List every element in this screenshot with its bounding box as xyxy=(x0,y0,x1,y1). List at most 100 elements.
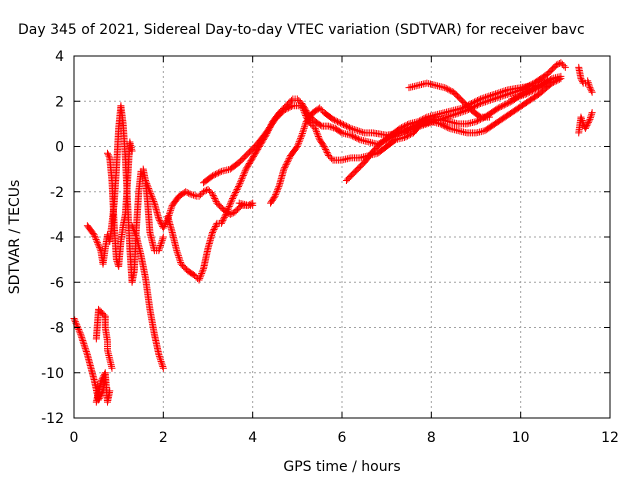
data-point xyxy=(584,118,592,126)
data-point xyxy=(423,120,431,128)
data-point xyxy=(505,99,513,107)
data-point xyxy=(326,123,334,131)
series-track-12 xyxy=(405,79,493,121)
data-point xyxy=(301,123,309,131)
data-point xyxy=(433,116,441,124)
data-point xyxy=(209,227,217,235)
data-point xyxy=(197,271,205,279)
data-point xyxy=(225,202,233,210)
data-point xyxy=(223,209,231,217)
data-point xyxy=(551,78,559,86)
data-point xyxy=(342,122,350,130)
y-axis-label: SDTVAR / TECUs xyxy=(7,180,23,295)
data-point xyxy=(90,231,98,239)
data-point xyxy=(235,181,243,189)
data-point xyxy=(77,332,85,340)
data-point xyxy=(485,113,493,121)
data-point xyxy=(577,75,585,83)
data-point xyxy=(440,114,448,122)
data-point xyxy=(493,89,501,97)
data-point xyxy=(483,93,491,101)
data-point xyxy=(199,266,207,274)
data-point xyxy=(176,257,184,265)
data-point xyxy=(210,225,218,233)
data-point xyxy=(286,103,294,111)
data-point xyxy=(167,206,175,214)
data-point xyxy=(398,124,406,132)
data-point xyxy=(209,192,217,200)
data-point xyxy=(444,124,452,132)
data-point xyxy=(406,126,414,134)
x-tick-label: 8 xyxy=(427,430,436,446)
data-point xyxy=(83,349,91,357)
data-point xyxy=(95,243,103,251)
data-point xyxy=(155,247,163,255)
data-point xyxy=(347,124,355,132)
data-point xyxy=(234,184,242,192)
series-track-4 xyxy=(104,138,136,270)
series-track-5 xyxy=(128,222,167,372)
data-point xyxy=(195,276,203,284)
data-point xyxy=(490,90,498,98)
data-point xyxy=(502,87,510,95)
data-point xyxy=(408,125,416,133)
data-point xyxy=(497,103,505,111)
data-point xyxy=(77,330,85,338)
data-point xyxy=(414,118,422,126)
data-point xyxy=(272,189,280,197)
data-point xyxy=(468,100,476,108)
data-point xyxy=(344,123,352,131)
y-tick-label: -10 xyxy=(41,366,64,382)
data-point xyxy=(519,91,527,99)
data-point xyxy=(587,112,595,120)
data-point xyxy=(530,86,538,94)
data-point xyxy=(476,95,484,103)
data-point xyxy=(82,346,90,354)
data-point xyxy=(100,311,108,319)
data-point xyxy=(166,208,174,216)
data-point xyxy=(208,190,216,198)
x-tick-label: 12 xyxy=(601,430,619,446)
data-point xyxy=(237,178,245,186)
data-point xyxy=(238,175,246,183)
data-point xyxy=(71,318,79,326)
data-point xyxy=(518,92,526,100)
y-tick-label: -12 xyxy=(41,411,64,427)
data-point xyxy=(174,250,182,258)
data-points xyxy=(70,59,596,406)
data-point xyxy=(208,172,216,180)
data-point xyxy=(322,147,330,155)
data-point xyxy=(586,84,594,92)
data-point xyxy=(399,123,407,131)
data-point xyxy=(131,228,139,236)
data-point xyxy=(196,274,204,282)
data-point xyxy=(155,352,163,360)
data-point xyxy=(195,192,203,200)
data-point xyxy=(444,85,452,93)
data-point xyxy=(149,196,157,204)
data-point xyxy=(431,117,439,125)
data-point xyxy=(155,215,163,223)
data-point xyxy=(587,85,595,93)
data-point xyxy=(298,102,306,110)
data-point xyxy=(129,225,137,233)
data-point xyxy=(418,115,426,123)
x-tick-label: 2 xyxy=(159,430,168,446)
data-point xyxy=(82,348,90,356)
data-point xyxy=(319,141,327,149)
data-point xyxy=(91,234,99,242)
x-tick-label: 0 xyxy=(70,430,79,446)
data-point xyxy=(176,255,184,263)
data-point xyxy=(332,117,340,125)
data-point xyxy=(441,84,449,92)
y-tick-label: 0 xyxy=(55,140,64,156)
data-point xyxy=(334,118,342,126)
data-point xyxy=(173,247,181,255)
data-point xyxy=(143,180,151,188)
data-point xyxy=(185,189,193,197)
data-point xyxy=(216,168,224,176)
data-point xyxy=(315,134,323,142)
data-point xyxy=(354,135,362,143)
data-point xyxy=(473,96,481,104)
